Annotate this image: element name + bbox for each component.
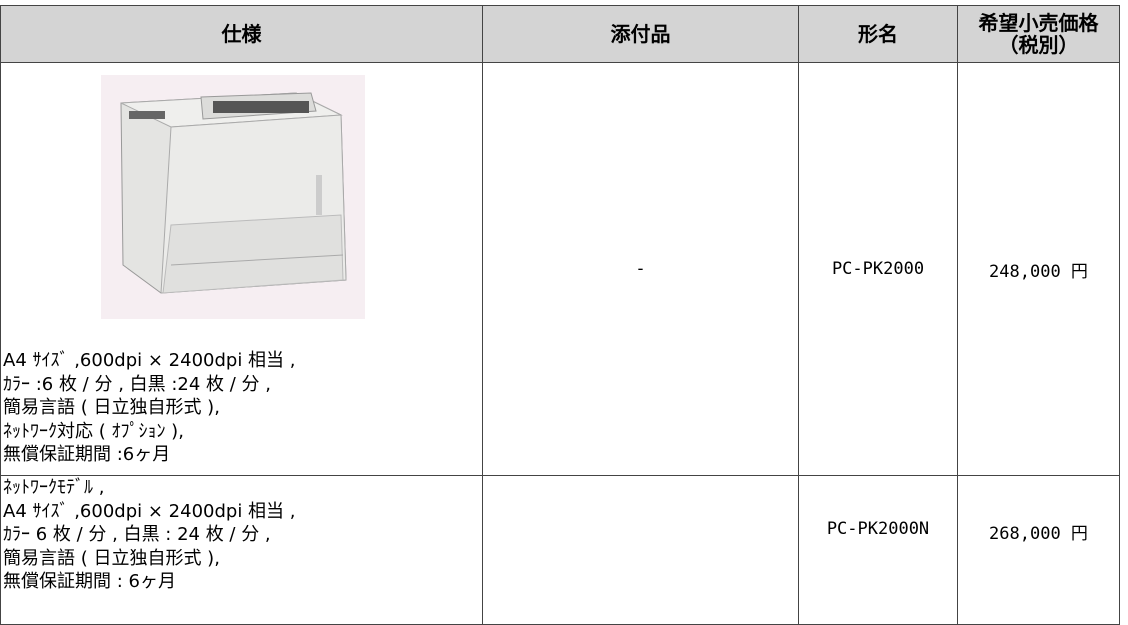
spec-line: ｶﾗｰ 6 枚 / 分 , 白黒 : 24 枚 / 分 , bbox=[3, 524, 271, 545]
page: 仕様 添付品 形名 希望小売価格 （税別） A4 ｻｲｽﾞ ,600dpi × 2… bbox=[0, 5, 1120, 625]
accessory-cell: - bbox=[482, 62, 799, 476]
header-text: 仕様 bbox=[221, 22, 262, 46]
header-text: 添付品 bbox=[610, 22, 671, 46]
spec-line: 簡易言語 ( 日立独自形式 ), bbox=[3, 397, 220, 418]
spec-line: ｶﾗｰ :6 枚 / 分 , 白黒 :24 枚 / 分 , bbox=[3, 373, 271, 395]
price-cell: 248,000 円 bbox=[957, 62, 1120, 476]
spec-line: 簡易言語 ( 日立独自形式 ), bbox=[3, 547, 220, 569]
header-text: 希望小売価格 bbox=[978, 11, 1099, 35]
header-text: （税別） bbox=[998, 33, 1079, 57]
spec-line: ﾈｯﾄﾜｰｸﾓﾃﾞﾙ , bbox=[3, 477, 105, 498]
spec-line: 無償保証期間 : 6ヶ月 bbox=[3, 571, 176, 592]
price-cell: 268,000 円 bbox=[957, 475, 1120, 625]
printer-image bbox=[101, 75, 365, 319]
model-cell: PC-PK2000N bbox=[798, 475, 958, 625]
header-cell: 形名 bbox=[798, 5, 958, 63]
spec-line: 無償保証期間 :6ヶ月 bbox=[3, 444, 171, 465]
header-cell: 希望小売価格 （税別） bbox=[957, 5, 1120, 63]
accessory-cell bbox=[482, 475, 799, 625]
header-text: 形名 bbox=[858, 22, 898, 46]
spec-cell: A4 ｻｲｽﾞ ,600dpi × 2400dpi 相当 , ｶﾗｰ :6 枚 /… bbox=[0, 62, 483, 476]
spec-line: A4 ｻｲｽﾞ ,600dpi × 2400dpi 相当 , bbox=[3, 500, 296, 522]
spec-line: ﾈｯﾄﾜｰｸ対応 ( ｵﾌﾟｼｮﾝ ), bbox=[3, 420, 184, 442]
spec-cell: ﾈｯﾄﾜｰｸﾓﾃﾞﾙ , A4 ｻｲｽﾞ ,600dpi × 2400dpi 相当… bbox=[0, 475, 483, 625]
header-cell: 添付品 bbox=[482, 5, 799, 63]
spec-line: A4 ｻｲｽﾞ ,600dpi × 2400dpi 相当 , bbox=[3, 350, 296, 371]
model-cell: PC-PK2000 bbox=[798, 62, 958, 476]
header-cell: 仕様 bbox=[0, 5, 483, 63]
